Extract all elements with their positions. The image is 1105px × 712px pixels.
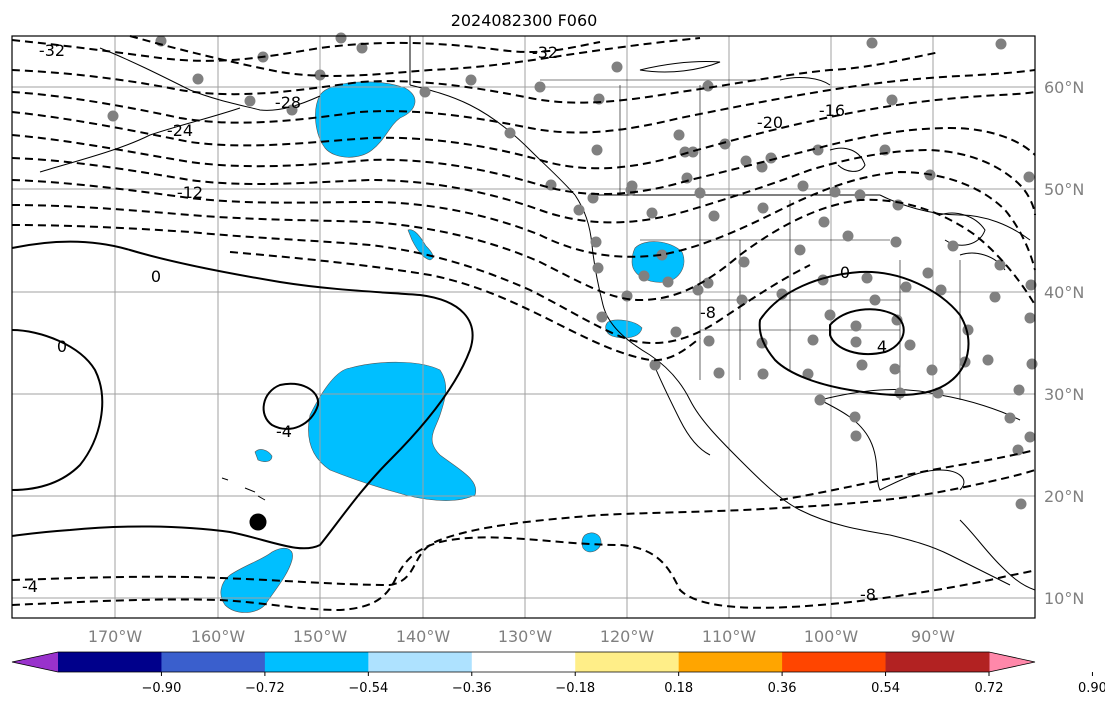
lon-label: 160°W — [191, 627, 246, 646]
contour-lines — [11, 35, 1036, 612]
contour-label: -28 — [275, 93, 301, 112]
colorbar-tick-label: 0.72 — [975, 681, 1004, 696]
contour-label: -4 — [22, 577, 38, 596]
lat-label: 50°N — [1044, 180, 1084, 199]
colorbar-segment — [161, 652, 266, 672]
lat-label: 10°N — [1044, 589, 1084, 608]
lon-label: 90°W — [911, 627, 955, 646]
contour-label: -8 — [860, 585, 876, 604]
colorbar-tick-label: −0.90 — [142, 681, 182, 696]
map-title: 2024082300 F060 — [451, 11, 598, 30]
contour-label: -24 — [167, 121, 193, 140]
lon-label: 100°W — [804, 627, 859, 646]
contour-label: -16 — [819, 101, 845, 120]
contour-labels: -32 -32 -28 -24 -20 -16 -12 0 0 -4 -4 -8… — [22, 41, 887, 604]
contour-label: -8 — [700, 303, 716, 322]
contour-label: -32 — [532, 43, 558, 62]
contour-label: -20 — [757, 113, 783, 132]
contour-label: -4 — [276, 422, 292, 441]
lat-label: 60°N — [1044, 78, 1084, 97]
colorbar-segment — [885, 652, 990, 672]
lon-label: 140°W — [396, 627, 451, 646]
latitude-labels: 60°N 50°N 40°N 30°N 20°N 10°N — [1044, 78, 1084, 608]
negative-anomaly-regions — [220, 81, 685, 613]
lat-label: 20°N — [1044, 487, 1084, 506]
longitude-labels: 170°W 160°W 150°W 140°W 130°W 120°W 110°… — [88, 627, 955, 646]
contour-label: 0 — [840, 263, 850, 282]
colorbar-tick-label: 0.36 — [768, 681, 797, 696]
contour-label: -32 — [39, 41, 65, 60]
colorbar-extend-high — [989, 652, 1035, 672]
colorbar-segment — [368, 652, 473, 672]
colorbar-tick-label: −0.36 — [452, 681, 492, 696]
colorbar-tick-label: −0.18 — [555, 681, 595, 696]
lon-label: 130°W — [498, 627, 553, 646]
lon-label: 170°W — [88, 627, 143, 646]
colorbar-segment — [782, 652, 887, 672]
contour-label: 4 — [877, 337, 887, 356]
lon-label: 150°W — [293, 627, 348, 646]
colorbar-tick-label: 0.54 — [871, 681, 900, 696]
map-panel: -32 -32 -28 -24 -20 -16 -12 0 0 -4 -4 -8… — [11, 32, 1038, 619]
graticule — [12, 36, 1035, 618]
lon-label: 110°W — [702, 627, 757, 646]
colorbar-tick-label: 0.18 — [664, 681, 693, 696]
colorbar-tick-label: −0.72 — [245, 681, 285, 696]
colorbar-segment — [575, 652, 680, 672]
colorbar-segment — [58, 652, 162, 672]
colorbar-tick-label: −0.54 — [348, 681, 388, 696]
colorbar-segment — [678, 652, 783, 672]
lat-label: 30°N — [1044, 385, 1084, 404]
colorbar: −0.90 −0.72 −0.54 −0.36 −0.18 0.18 0.36 0.54 0.7… — [11, 651, 1105, 696]
contour-label: 0 — [151, 267, 161, 286]
contour-label: 0 — [57, 337, 67, 356]
colorbar-segment — [471, 652, 576, 672]
colorbar-tick-label: 0.90 — [1078, 681, 1105, 696]
colorbar-extend-low — [12, 652, 58, 672]
contour-label: -12 — [177, 183, 203, 202]
colorbar-segment — [264, 652, 369, 672]
lat-label: 40°N — [1044, 283, 1084, 302]
lon-label: 120°W — [600, 627, 655, 646]
